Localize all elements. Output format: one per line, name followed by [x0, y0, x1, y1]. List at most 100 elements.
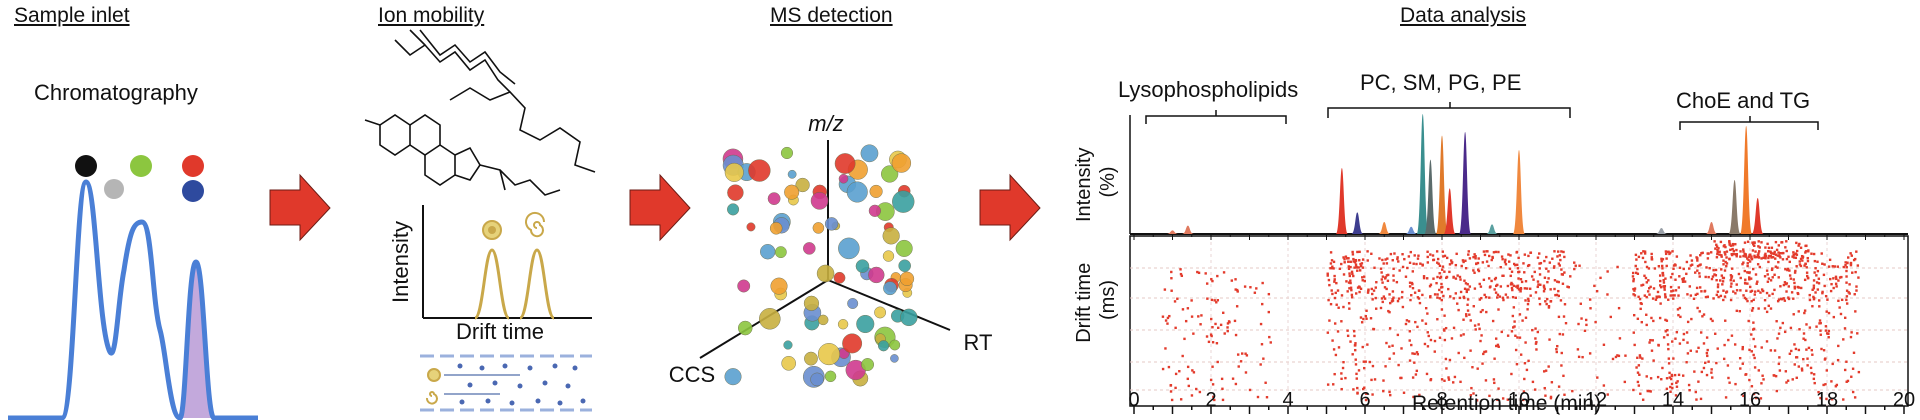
drift-point [1388, 390, 1391, 394]
drift-point [1348, 287, 1351, 290]
drift-point [1534, 291, 1538, 294]
drift-point [1421, 319, 1424, 322]
drift-point [1824, 325, 1828, 328]
drift-point [1727, 338, 1730, 342]
drift-point [1665, 264, 1668, 268]
drift-point [1783, 330, 1787, 334]
drift-point [1769, 279, 1773, 282]
drift-point [1352, 330, 1356, 333]
drift-point [1765, 269, 1769, 272]
drift-point [1537, 283, 1540, 286]
drift-point [1524, 341, 1527, 344]
axis-ccs-label: CCS [669, 362, 715, 387]
drift-point [1170, 277, 1173, 280]
drift-point [1645, 295, 1648, 299]
drift-point [1415, 351, 1419, 354]
drift-point [1519, 288, 1522, 291]
drift-point [1706, 257, 1710, 260]
drift-point [1735, 248, 1738, 252]
drift-point [1392, 279, 1395, 282]
drift-point [1349, 265, 1352, 269]
drift-point [1694, 271, 1697, 274]
drift-point [1682, 267, 1685, 271]
ion-sphere [856, 314, 875, 334]
drift-point [1730, 334, 1734, 337]
drift-point [1748, 260, 1752, 263]
drift-point [1504, 263, 1508, 266]
drift-point [1190, 299, 1193, 302]
drift-point [1617, 306, 1621, 310]
drift-point [1695, 286, 1699, 290]
x-tick-label: 10 [1508, 389, 1530, 411]
drift-point [1534, 327, 1537, 330]
drift-point [1752, 298, 1755, 302]
drift-point [1347, 260, 1350, 263]
drift-point [1261, 302, 1264, 306]
drift-point [1650, 316, 1653, 320]
drift-point [1373, 266, 1376, 269]
drift-point [1715, 361, 1718, 365]
drift-point [1220, 377, 1224, 381]
drift-point [1385, 341, 1388, 345]
drift-point [1731, 267, 1734, 270]
drift-point [1348, 307, 1351, 310]
drift-point [1787, 297, 1791, 301]
drift-point [1509, 283, 1513, 286]
drift-point [1186, 307, 1190, 310]
drift-point [1463, 279, 1466, 282]
drift-point [1685, 272, 1688, 276]
drift-point [1408, 285, 1412, 288]
drift-point [1661, 271, 1664, 275]
drift-point [1636, 267, 1639, 271]
drift-point [1702, 313, 1706, 316]
drift-point [1793, 287, 1797, 290]
drift-point [1496, 293, 1500, 297]
drift-point [1553, 265, 1556, 268]
drift-point [1632, 293, 1635, 296]
drift-point [1671, 272, 1674, 276]
drift-point [1494, 250, 1498, 254]
drift-point [1778, 251, 1782, 255]
drift-point [1774, 374, 1778, 378]
drift-point [1785, 257, 1789, 261]
drift-point [1755, 282, 1758, 285]
ion-sphere [861, 358, 875, 372]
drift-point [1357, 285, 1361, 288]
drift-point [1822, 273, 1826, 277]
drift-point [1170, 270, 1173, 274]
drift-point [1660, 378, 1663, 381]
drift-point [1845, 295, 1849, 298]
drift-point [1781, 258, 1785, 261]
drift-point [1697, 346, 1700, 350]
drift-point [1845, 269, 1848, 273]
drift-point [1760, 257, 1763, 260]
drift-point [1794, 269, 1797, 273]
drift-point [1465, 290, 1468, 294]
chromatogram-peak [1443, 188, 1456, 234]
drift-point [1787, 255, 1790, 258]
drift-point [1506, 296, 1509, 299]
ion-sphere [868, 204, 881, 217]
drift-point [1539, 261, 1543, 265]
drift-point [1453, 375, 1457, 379]
drift-point [1837, 279, 1840, 282]
drift-point [1702, 342, 1706, 345]
drift-point [1633, 289, 1636, 292]
drift-point [1812, 373, 1816, 376]
drift-point [1785, 249, 1788, 253]
drift-point [1648, 293, 1651, 296]
drift-point [1459, 278, 1462, 281]
drift-point [1696, 292, 1699, 296]
drift-point [1718, 279, 1722, 282]
drift-point [1529, 287, 1532, 290]
drift-point [1752, 243, 1755, 246]
drift-point [1524, 299, 1527, 302]
drift-point [1337, 346, 1341, 349]
drift-point [1669, 385, 1672, 389]
drift-point [1636, 380, 1640, 384]
drift-point [1432, 277, 1435, 280]
drift-point [1639, 392, 1642, 395]
drift-point [1780, 241, 1784, 244]
drift-point [1557, 289, 1560, 293]
drift-point [1349, 279, 1352, 282]
